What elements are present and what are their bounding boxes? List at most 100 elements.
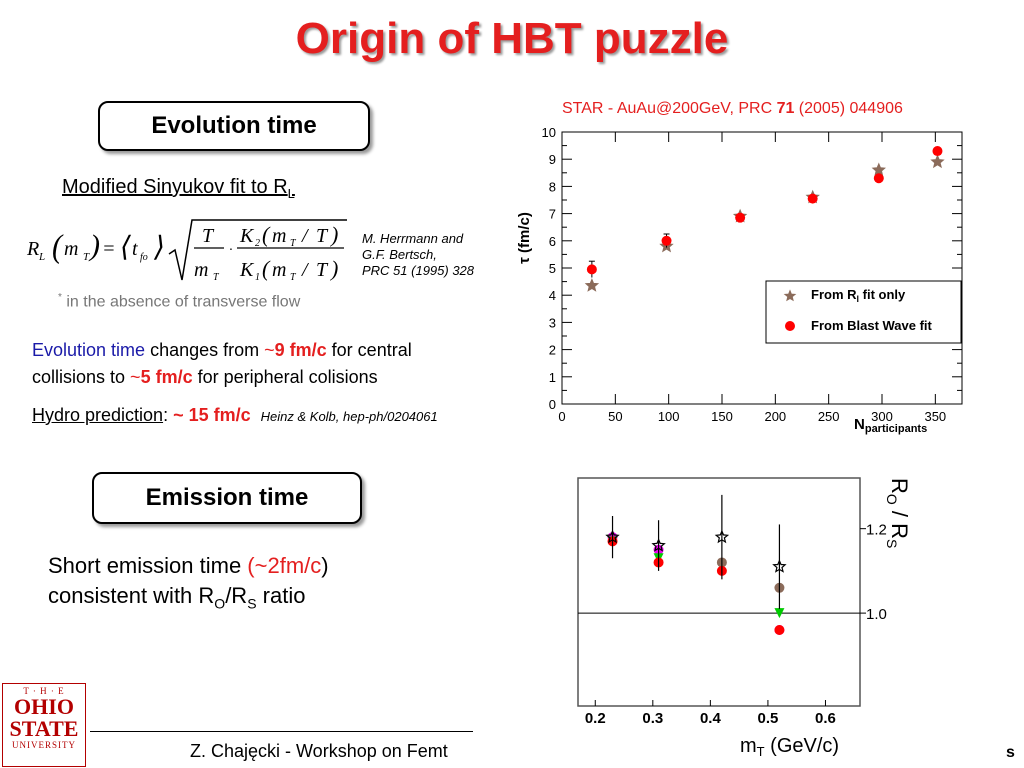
svg-text:K: K	[239, 225, 255, 247]
svg-text:): )	[329, 256, 338, 281]
svg-text:m: m	[194, 259, 208, 281]
rl-fit-point	[584, 278, 600, 292]
x-tick-label: 0.2	[585, 710, 606, 727]
blast-wave-point	[586, 264, 597, 275]
x-tick-label: 0.6	[815, 710, 836, 727]
legend-rl-marker	[783, 289, 797, 302]
blast-wave-point	[735, 212, 746, 223]
footer-rule	[90, 731, 473, 732]
blast-wave-point	[807, 193, 818, 204]
blast-wave-point	[661, 235, 672, 246]
ratio-point	[651, 538, 666, 552]
chart1-caption: STAR - AuAu@200GeV, PRC 71 (2005) 044906	[562, 100, 903, 117]
svg-text:/: /	[301, 225, 310, 247]
x-axis-label: mT (GeV/c)	[740, 735, 839, 759]
svg-text:K: K	[239, 259, 255, 281]
y-tick-label: 6	[549, 234, 556, 249]
svg-text:/: /	[301, 259, 310, 281]
svg-text:): )	[329, 222, 338, 247]
svg-text:=: =	[102, 238, 116, 260]
y-tick-label: 1	[549, 370, 556, 385]
evolution-time-box: Evolution time	[98, 101, 370, 151]
svg-text:m: m	[272, 259, 286, 281]
svg-text:T: T	[213, 272, 220, 283]
ratio-point	[605, 529, 620, 544]
x-tick-label: 0.5	[757, 710, 778, 727]
x-tick-label: 150	[711, 409, 733, 424]
svg-text:(: (	[262, 256, 271, 281]
svg-text:m: m	[64, 238, 78, 260]
slide-title: Origin of HBT puzzle	[295, 14, 729, 63]
plot-frame	[577, 477, 861, 707]
y-tick-label: 1.2	[866, 522, 887, 539]
rl-fit-point	[930, 154, 945, 169]
x-tick-label: 0.4	[700, 710, 722, 727]
y-tick-label: 9	[549, 152, 556, 167]
y-axis-label: τ (fm/c)	[516, 212, 533, 264]
x-tick-label: 250	[818, 409, 840, 424]
x-tick-label: 300	[871, 409, 893, 424]
emission-time-text: Short emission time (~2fm/c) consistent …	[48, 553, 329, 612]
svg-text:R: R	[26, 238, 39, 260]
svg-text:⟨: ⟨	[120, 232, 132, 263]
legend-blast-wave-marker	[785, 321, 795, 331]
svg-text:t: t	[132, 238, 138, 260]
y-tick-label: 4	[549, 288, 556, 303]
legend-blast-wave-label: From Blast Wave fit	[811, 318, 933, 333]
svg-text:fo: fo	[140, 252, 148, 263]
y-tick-label: 1.0	[866, 606, 887, 623]
ratio-point	[774, 625, 785, 635]
formula-citation: M. Herrmann and G.F. Bertsch, PRC 51 (19…	[362, 231, 475, 278]
x-tick-label: 100	[658, 409, 680, 424]
y-tick-label: 2	[549, 343, 556, 358]
y-tick-label: 10	[542, 125, 556, 140]
x-tick-label: 200	[764, 409, 786, 424]
legend: From Rl fit only From Blast Wave fit	[765, 280, 962, 344]
svg-text:T: T	[316, 259, 329, 281]
footer-page-fragment: s	[1006, 744, 1015, 761]
y-tick-label: 3	[549, 315, 556, 330]
x-tick-label: 0.3	[642, 710, 663, 727]
svg-text:T: T	[83, 251, 90, 263]
legend-frame	[765, 280, 962, 344]
rl-fit-point	[871, 162, 886, 177]
legend-rl-label: From Rl fit only	[811, 287, 906, 304]
footer-text: Z. Chajęcki - Workshop on Femt	[190, 741, 448, 761]
emission-time-box: Emission time	[92, 472, 362, 524]
y-tick-label: 5	[549, 261, 556, 276]
svg-text:·: ·	[229, 243, 233, 258]
x-tick-label: 0	[558, 409, 565, 424]
svg-text:T: T	[316, 225, 329, 247]
ratio-point	[714, 529, 730, 544]
svg-text:2: 2	[255, 238, 260, 249]
svg-text:(: (	[52, 228, 64, 265]
blast-wave-point	[932, 146, 943, 157]
svg-text:L: L	[38, 251, 45, 263]
y-tick-label: 8	[549, 179, 556, 194]
ratio-point	[774, 608, 785, 619]
evolution-time-text: Evolution time changes from ~9 fm/c for …	[32, 340, 412, 387]
x-tick-label: 50	[608, 409, 622, 424]
ro-rs-ratio-chart: 1.2 1.0 0.2 0.3 0.4 0.5 0.6 RO / RS mT (GeV/c)	[577, 477, 910, 759]
x-tick-label: 350	[924, 409, 946, 424]
svg-text:(: (	[262, 222, 271, 247]
svg-text:1: 1	[255, 272, 260, 283]
y-tick-label: 7	[549, 207, 556, 222]
hydro-prediction: Hydro prediction: ~ 15 fm/c Heinz & Kolb…	[32, 405, 438, 425]
svg-text:T: T	[290, 238, 297, 249]
svg-text:m: m	[272, 225, 286, 247]
transverse-flow-note: * in the absence of transverse flow	[58, 292, 301, 311]
svg-text:T: T	[202, 225, 215, 247]
ohio-state-logo: T · H · E OHIO STATE UNIVERSITY	[2, 683, 86, 767]
svg-text:⟩: ⟩	[153, 232, 165, 263]
svg-text:): )	[88, 229, 100, 262]
plot-frame	[561, 131, 963, 405]
y-axis-label: RO / RS	[884, 478, 910, 548]
svg-text:T: T	[290, 272, 297, 283]
ratio-point	[772, 559, 787, 573]
fit-label: Modified Sinyukov fit to RL	[62, 176, 295, 201]
y-tick-label: 0	[549, 397, 556, 412]
blast-wave-point	[873, 173, 884, 184]
